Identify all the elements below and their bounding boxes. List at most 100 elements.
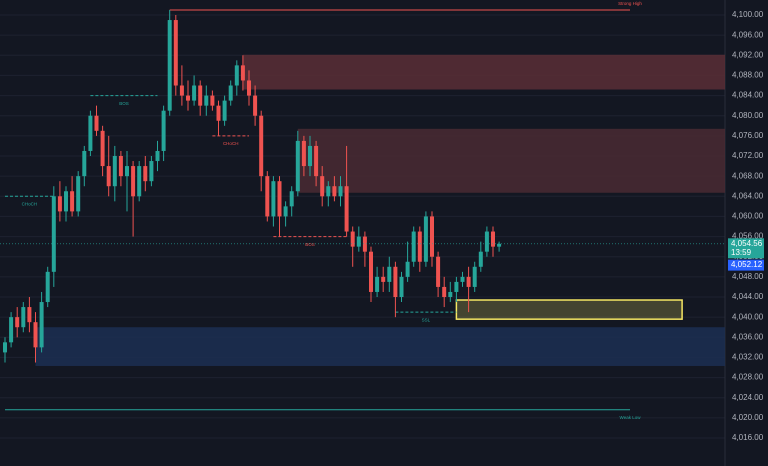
candle-body <box>320 176 325 197</box>
level-label: SSL <box>422 317 431 322</box>
y-tick-label: 4,064.00 <box>732 191 764 200</box>
candle-body <box>70 191 75 212</box>
candle-body <box>253 95 258 116</box>
candle-body <box>442 286 447 298</box>
candle-body <box>179 85 184 96</box>
candle-body <box>283 206 288 217</box>
candle-body <box>3 342 7 353</box>
candle-body <box>491 231 495 247</box>
candle-body <box>222 100 227 121</box>
candle-body <box>27 307 32 323</box>
candle-body <box>149 161 154 182</box>
candle-body <box>405 261 410 277</box>
y-tick-label: 4,040.00 <box>732 312 764 321</box>
level-label: BOS <box>305 242 315 247</box>
candle-body <box>161 110 166 151</box>
y-tick-label: 4,016.00 <box>732 433 764 442</box>
candle-body <box>112 156 117 187</box>
candle-body <box>295 140 300 192</box>
candle-body <box>234 65 239 86</box>
candle-body <box>399 276 404 298</box>
y-tick-label: 4,060.00 <box>732 212 764 221</box>
candle-body <box>454 281 459 292</box>
candle-body <box>210 95 215 106</box>
candle-body <box>387 266 392 282</box>
candle-body <box>369 251 373 292</box>
candle-body <box>314 145 319 177</box>
candle-body <box>192 85 197 101</box>
candle-body <box>9 317 14 343</box>
y-tick-label: 4,028.00 <box>732 373 764 382</box>
candle-body <box>417 231 422 262</box>
candle-body <box>356 236 361 247</box>
candle-body <box>344 186 349 232</box>
candle-body <box>381 276 386 282</box>
candle-body <box>497 243 502 247</box>
candle-body <box>411 231 416 262</box>
candle-body <box>167 20 172 111</box>
candle-body <box>289 191 294 207</box>
candle-body <box>228 85 233 101</box>
bid-price-tag <box>728 259 764 271</box>
candle-body <box>436 256 441 287</box>
candle-body <box>301 140 306 167</box>
candle-body <box>106 166 111 187</box>
candle-body <box>466 276 471 287</box>
candle-body <box>21 307 26 328</box>
candle-body <box>51 196 56 272</box>
candle-body <box>45 271 50 303</box>
candle-body <box>271 181 276 217</box>
candle-body <box>131 166 136 197</box>
y-tick-label: 4,072.00 <box>732 151 764 160</box>
candle-body <box>88 115 93 151</box>
candle-body <box>350 231 355 247</box>
candle-body <box>15 317 20 328</box>
bid-price-label: 4,052.12 <box>731 260 763 269</box>
y-tick-label: 4,076.00 <box>732 131 764 140</box>
candle-body <box>423 216 428 262</box>
level-label: Strong High <box>618 1 642 6</box>
y-tick-label: 4,036.00 <box>732 332 764 341</box>
level-label: CHoCH <box>223 141 239 146</box>
candle-body <box>57 196 62 212</box>
level-label: BOS <box>119 101 129 106</box>
y-tick-label: 4,084.00 <box>732 91 764 100</box>
y-tick-label: 4,080.00 <box>732 111 764 120</box>
candle-body <box>76 176 81 212</box>
last-price-tag <box>728 238 764 259</box>
candle-body <box>362 236 367 252</box>
candle-body <box>265 176 270 217</box>
candle-body <box>259 115 264 177</box>
zone <box>35 327 725 366</box>
y-tick-label: 4,044.00 <box>732 292 764 301</box>
countdown-label: 13:59 <box>731 248 752 257</box>
candle-body <box>247 80 251 96</box>
candle-body <box>430 216 434 257</box>
y-tick-label: 4,068.00 <box>732 171 764 180</box>
candle-body <box>118 156 123 177</box>
candle-body <box>332 186 337 197</box>
highlight-box <box>455 299 683 320</box>
y-tick-label: 4,024.00 <box>732 393 764 402</box>
y-tick-label: 4,088.00 <box>732 71 764 80</box>
candle-body <box>186 95 190 101</box>
y-tick-label: 4,020.00 <box>732 413 764 422</box>
candle-body <box>326 186 331 197</box>
y-tick-label: 4,032.00 <box>732 353 764 362</box>
candle-body <box>375 276 380 292</box>
level-label: Weak Low <box>620 415 642 420</box>
candle-body <box>240 65 245 81</box>
candle-body <box>338 186 343 197</box>
candle-body <box>100 130 105 167</box>
candle-body <box>39 302 44 348</box>
candle-body <box>143 166 148 182</box>
y-tick-label: 4,092.00 <box>732 50 764 59</box>
candle-body <box>393 266 398 298</box>
candle-body <box>308 145 312 167</box>
candle-body <box>155 150 160 162</box>
y-tick-label: 4,048.00 <box>732 272 764 281</box>
candle-body <box>33 322 38 348</box>
candle-body <box>277 181 282 217</box>
candle-body <box>204 95 209 106</box>
